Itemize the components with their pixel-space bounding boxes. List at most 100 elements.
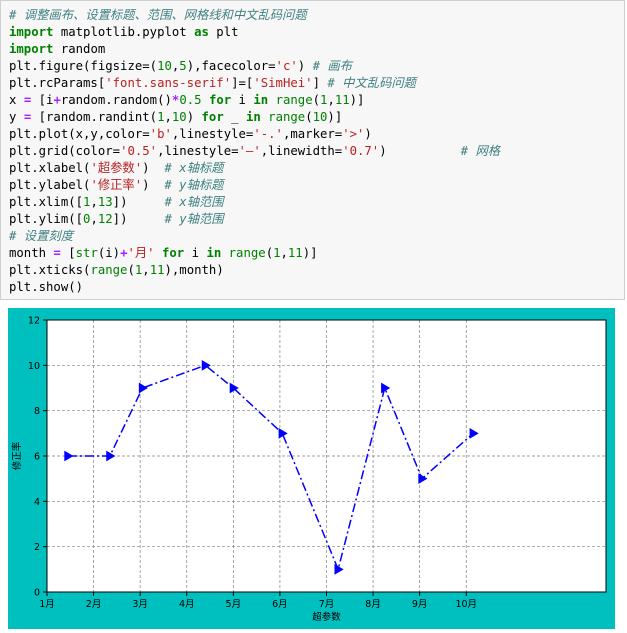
code-token: # x轴标题 [164,161,224,175]
code-token [155,246,162,260]
data-point-marker [381,382,391,394]
x-tick-label: 6月 [272,599,288,610]
code-line: plt.show() [9,279,616,296]
code-token: 0.5 [179,93,202,107]
code-token: range [228,246,266,260]
code-token: 10 [312,110,328,124]
code-token: ]) [112,195,165,209]
code-token: for [162,246,185,260]
code-token: = [53,246,61,260]
code-token: # 画布 [312,59,352,73]
code-token: random [53,42,106,56]
code-line: plt.xticks(range(1,11),month) [9,262,616,279]
code-token: [ [60,246,76,260]
code-token: range [268,110,306,124]
code-line: plt.ylim([0,12]) # y轴范围 [9,211,616,228]
y-axis-label: 修正率 [11,441,23,470]
code-token: # 设置刻度 [9,229,73,243]
code-line: plt.figure(figsize=(10,5),facecolor='c')… [9,58,616,75]
series-line [67,364,474,572]
code-token: )] [327,110,343,124]
code-token: as [194,25,209,39]
data-point-marker [138,382,148,394]
code-token: import [9,42,54,56]
x-tick-label: 9月 [412,599,428,610]
code-token: 13 [97,195,113,209]
code-token: '0.7' [342,144,380,158]
data-point-marker [469,427,479,439]
code-token: 5 [179,59,187,73]
code-token: plt.ylabel( [9,178,91,192]
code-cell[interactable]: # 调整画布、设置标题、范围、网格线和中文乱码问题 import matplotl… [0,0,625,300]
x-tick-label: 10月 [455,599,477,610]
code-token: ( [127,263,135,277]
code-token: # 网格 [460,144,501,158]
code-token: 'font.sans-serif' [105,76,232,90]
code-token: import [9,25,54,39]
code-token: , [280,246,288,260]
code-token: * [171,93,180,107]
code-token: plt.show() [9,280,84,294]
x-tick-label: 8月 [365,599,381,610]
code-token: plt.grid(color= [9,144,121,158]
x-tick-label: 4月 [179,599,195,610]
code-token: 1 [134,263,143,277]
code-token: ) [142,161,165,175]
code-token: for [201,110,224,124]
chart-figure: 1月 2月 3月 4月 5月 6月 7月 8月 9月 10月 0 2 4 6 8 10 12 超参数 修正率 [8,308,615,629]
code-token: ),facecolor= [186,59,276,73]
code-token: # y轴范围 [164,212,224,226]
code-token: + [120,246,128,260]
code-token: ) [297,59,313,73]
code-token: , [90,212,98,226]
code-token: 'c' [275,59,298,73]
code-token: plt.xlim([ [9,195,84,209]
code-token: x [9,93,24,107]
data-point-marker [334,563,344,575]
code-token: , [90,195,98,209]
code-token: 10 [157,59,172,73]
code-token: ( [265,246,274,260]
code-token [268,93,275,107]
code-token: = [23,93,32,107]
code-token: plt.rcParams[ [9,76,106,90]
code-token: '修正率' [90,178,143,192]
code-token: 'SimHei' [253,76,313,90]
code-token: range [90,263,128,277]
code-token [221,246,228,260]
code-token: in [206,246,222,260]
code-token: str [75,246,98,260]
code-token: ,linestyle= [157,144,239,158]
code-token: ) [142,178,165,192]
code-token: in [245,110,261,124]
code-token [202,93,209,107]
code-token: ( [305,110,313,124]
code-token: ),month) [164,263,224,277]
x-tick-label: 3月 [132,599,148,610]
code-token: plt.xticks( [9,263,91,277]
code-token: [random.randint( [31,110,158,124]
code-token: plt.figure(figsize=( [9,59,158,73]
code-token: 1 [157,110,165,124]
code-token: [i [31,93,54,107]
code-token: plt.ylim([ [9,212,84,226]
code-token: 11 [334,93,350,107]
code-token: , [164,110,172,124]
x-tick-label: 2月 [86,599,102,610]
code-line: # 设置刻度 [9,228,616,245]
data-point-marker [201,359,211,371]
code-line: plt.xlim([1,13]) # x轴范围 [9,194,616,211]
code-token: 10 [171,110,187,124]
code-token: ]=[ [231,76,254,90]
code-token: ,linestyle= [171,127,254,141]
code-line: plt.grid(color='0.5',linestyle='—',linew… [9,143,616,160]
code-token: '月' [127,246,155,260]
code-line: import random [9,41,616,58]
code-token: ]) [112,212,165,226]
code-token: , [142,263,150,277]
code-token: '-.' [253,127,283,141]
code-line: plt.xlabel('超参数') # x轴标题 [9,160,616,177]
data-point-marker [278,427,288,439]
code-token: plt.plot(x,y,color= [9,127,150,141]
code-token: # 调整画布、设置标题、范围、网格线和中文乱码问题 [9,8,307,22]
